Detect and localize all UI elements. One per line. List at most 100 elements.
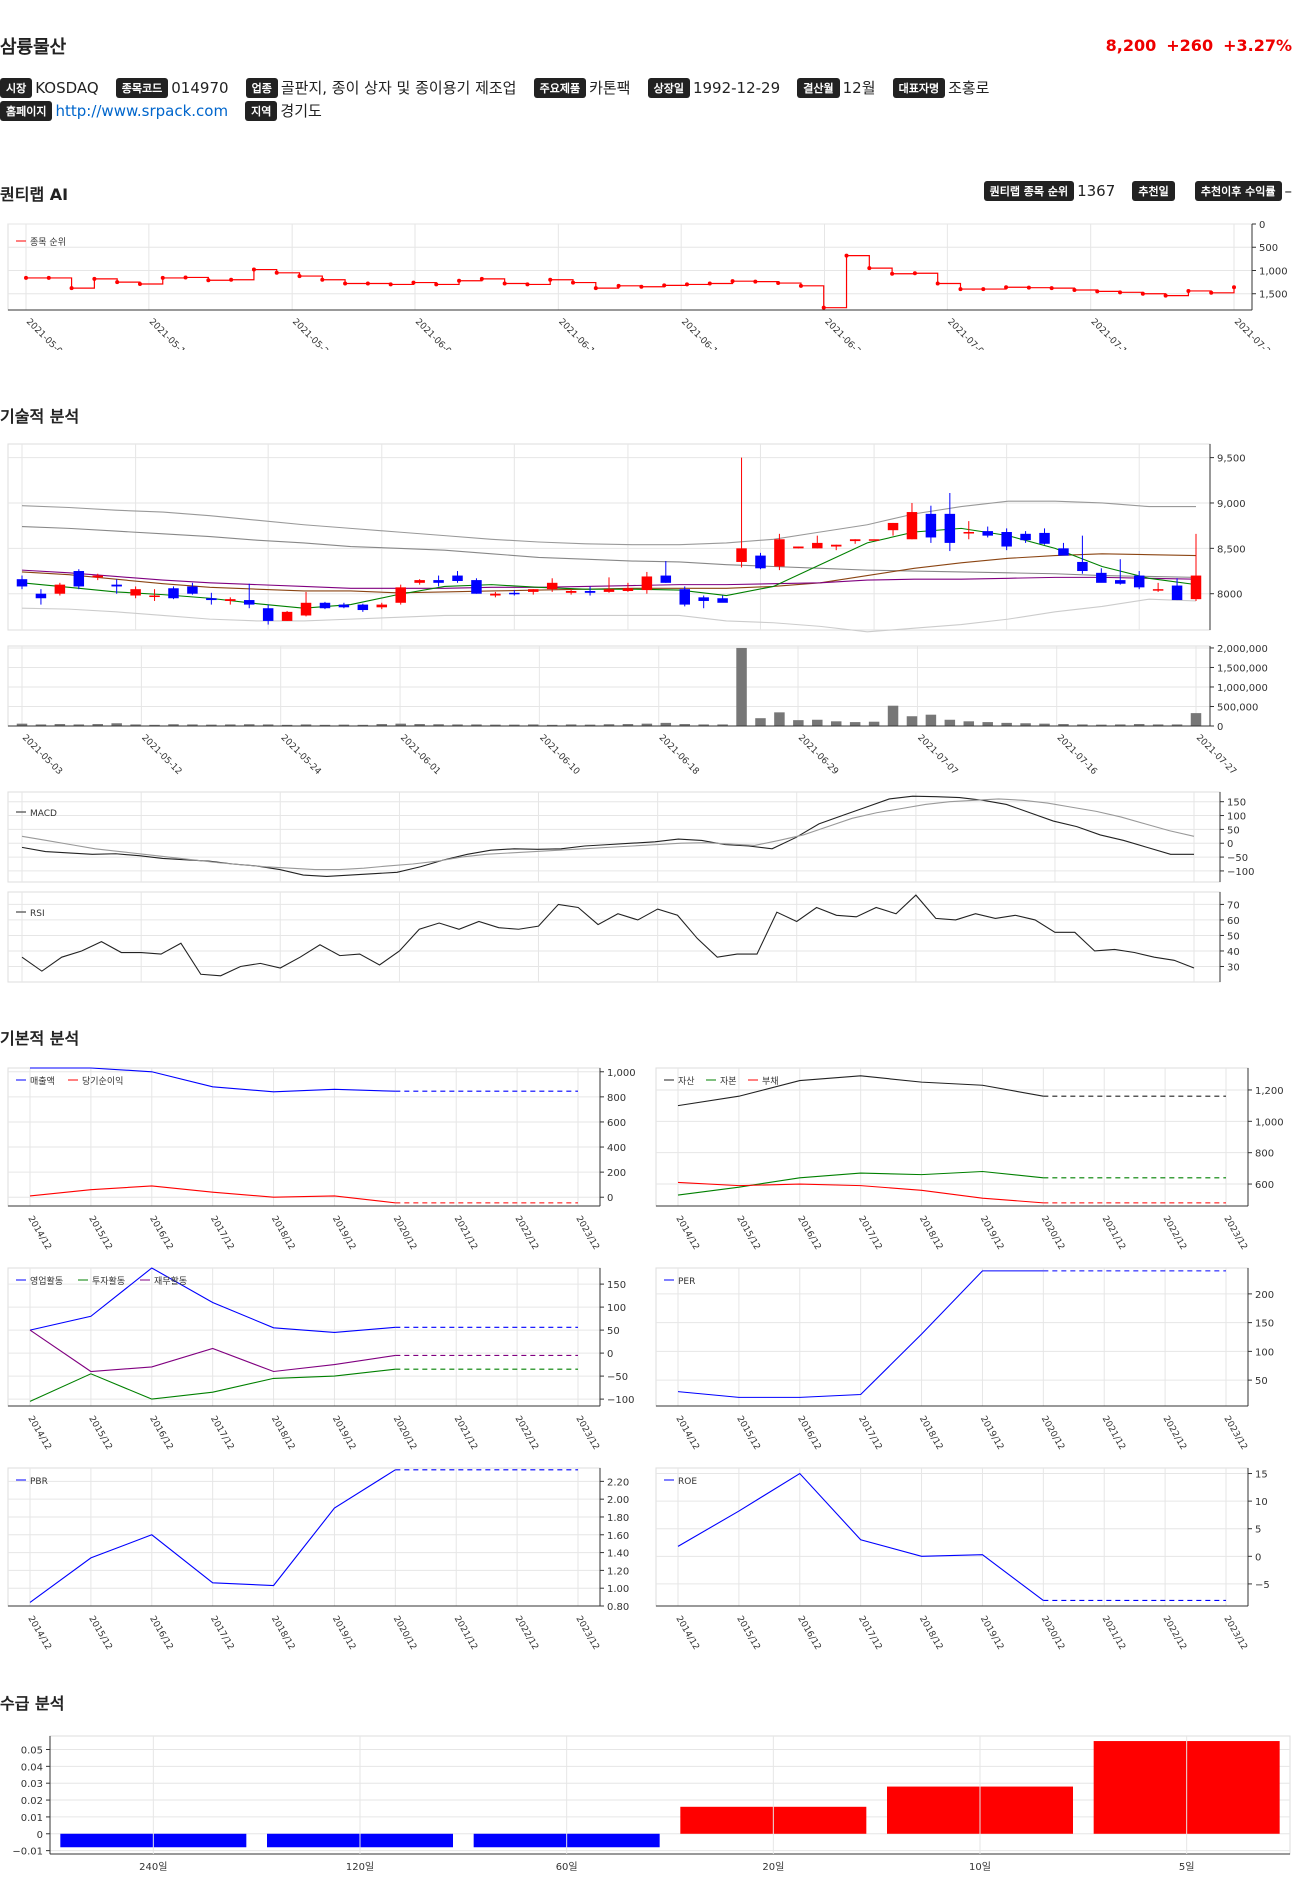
y-tick-label: 0: [1227, 839, 1233, 850]
y-tick-label: −100: [607, 1395, 634, 1406]
rank-point: [320, 277, 325, 282]
section-technical: 기술적 분석: [0, 407, 80, 426]
x-tick-label: 2021-07-16: [1089, 317, 1133, 350]
candle-body: [565, 590, 577, 593]
quantilab-summary: 퀀티랩 종목 순위 1367 추천일 추천이후 수익률 –: [983, 180, 1292, 201]
rank-point: [935, 281, 940, 286]
y-tick-label: 100: [607, 1303, 626, 1314]
x-tick-label: 2018/12: [269, 1615, 296, 1652]
volume-bar: [414, 724, 425, 726]
rank-point: [1232, 285, 1236, 290]
rank-point: [593, 286, 598, 291]
x-tick-label: 2021-07-27: [1194, 733, 1238, 777]
y-tick-label: 0.05: [21, 1745, 43, 1756]
roe-chart: −5 0 5 10 15 2014/12 2015/12 2016/12 2017/12 2018…: [655, 1467, 1270, 1652]
plot-frame: [7, 1067, 601, 1207]
volume-bar: [887, 705, 899, 726]
volume-bar: [793, 720, 804, 726]
rank-point: [92, 276, 97, 281]
x-tick-label: 2018/12: [917, 1215, 944, 1252]
x-tick-label: 2017/12: [856, 1415, 883, 1452]
legend-label: RSI: [30, 909, 45, 919]
x-tick-label: 60일: [556, 1861, 578, 1873]
x-tick-label: 2021-06-10: [537, 733, 581, 777]
volume-bar: [528, 724, 539, 726]
y-tick-label: −50: [607, 1372, 628, 1383]
x-tick-label: 2019/12: [330, 1215, 357, 1252]
series-자산: [677, 1075, 1044, 1107]
volume-bar: [622, 724, 634, 726]
section-supply: 수급 분석: [0, 1694, 65, 1713]
per-chart: 50 100 150 200 2014/12 2015/12 2016/12 2017/12 2…: [655, 1267, 1274, 1452]
y-tick-label: 150: [1227, 798, 1246, 809]
candle-body: [243, 600, 255, 605]
legend-label: PBR: [30, 1477, 48, 1487]
y-tick-label: 1.80: [607, 1513, 629, 1524]
volume-bar: [1020, 723, 1031, 726]
x-tick-label: 2018/12: [917, 1615, 944, 1652]
info-tag-listing: 상장일: [647, 77, 690, 98]
y-tick-label: 0.02: [21, 1796, 43, 1807]
rank-point: [662, 283, 667, 288]
volume-bar: [1001, 722, 1012, 726]
x-tick-label: 2015/12: [86, 1215, 113, 1252]
rank-point: [1026, 285, 1031, 290]
x-tick-label: 120일: [346, 1861, 374, 1873]
volume-bar: [1152, 724, 1164, 726]
x-tick-label: 240일: [139, 1861, 167, 1873]
volume-bar: [963, 721, 975, 726]
series-MACD: [21, 795, 1194, 878]
volume-bar: [73, 724, 85, 726]
macd-chart: −100 −50 0 50 100 150 MACD: [7, 791, 1254, 883]
legend-label: 매출액: [30, 1075, 55, 1087]
rank-point: [297, 274, 302, 279]
rank-point: [115, 280, 120, 285]
rank-point: [479, 276, 484, 281]
series-PBR: [29, 1469, 396, 1603]
section-fundamental: 기본적 분석: [0, 1029, 80, 1048]
x-tick-label: 2023/12: [1221, 1215, 1248, 1252]
candle-body: [1152, 589, 1164, 591]
rank-point: [707, 281, 712, 286]
x-tick-label: 2020/12: [391, 1415, 418, 1452]
volume-bar: [1096, 724, 1107, 726]
volume-bar: [225, 724, 236, 726]
volume-bar: [812, 719, 823, 726]
y-tick-label: −50: [1227, 853, 1248, 864]
price-line-bb_lower: [21, 598, 1197, 633]
y-tick-label: 0: [1255, 1552, 1261, 1563]
candle-body: [73, 571, 85, 587]
y-tick-label: 800: [607, 1093, 626, 1104]
rank-chart: 0 500 1,000 1,500 종목 순위 2021-05-03 2021-05-12 2…: [7, 220, 1288, 350]
rank-point: [274, 270, 279, 275]
x-tick-label: 2014/12: [25, 1415, 52, 1452]
x-tick-label: 2021-05-24: [290, 317, 334, 350]
volume-bar: [755, 718, 766, 726]
rank-point: [251, 267, 256, 272]
candle-body: [54, 584, 66, 594]
volume-bar: [490, 724, 501, 726]
candle-body: [187, 586, 198, 594]
legend-label: 종목 순위: [30, 237, 66, 248]
y-tick-label: 50: [1227, 825, 1240, 836]
rank-point: [137, 281, 142, 286]
volume-bar: [357, 724, 369, 726]
rank-point: [183, 275, 188, 280]
price: 8,200: [1105, 36, 1157, 55]
candle-body: [414, 580, 425, 583]
info-tag-homepage: 홈페이지: [0, 100, 53, 121]
volume-bar: [1133, 724, 1145, 726]
volume-bar: [982, 722, 993, 726]
volume-bar: [16, 723, 28, 726]
rank-point: [1118, 290, 1123, 295]
candle-body: [225, 599, 236, 601]
y-tick-label: 500,000: [1217, 702, 1258, 713]
x-tick-label: 2015/12: [86, 1415, 113, 1452]
y-tick-label: 150: [607, 1280, 626, 1291]
x-tick-label: 2019/12: [330, 1415, 357, 1452]
homepage-link[interactable]: http://www.srpack.com: [55, 101, 229, 120]
info-tag-fiscal: 결산월: [797, 77, 840, 98]
volume-bar: [679, 724, 690, 726]
legend-label: ROE: [678, 1477, 697, 1487]
x-tick-label: 2018/12: [917, 1415, 944, 1452]
